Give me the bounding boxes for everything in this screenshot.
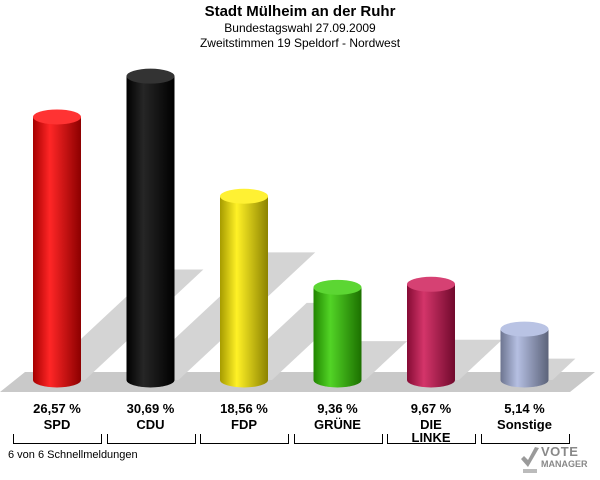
bar-cdu <box>126 68 175 388</box>
category-bracket-fdp <box>200 434 289 444</box>
category-label-gr-ne: GRÜNE <box>314 417 361 432</box>
category-bracket-cdu <box>106 434 196 444</box>
value-label-fdp: 18,56 % <box>220 401 268 416</box>
chart-title: Stadt Mülheim an der Ruhr <box>204 3 396 20</box>
category-label-die-linke: DIE LINKE <box>411 417 451 445</box>
bar-cap-cdu <box>126 68 175 84</box>
chart-subtitle-district: Zweitstimmen 19 Speldorf - Nordwest <box>199 36 401 50</box>
bar-body-fdp <box>220 196 268 388</box>
bar-fdp <box>220 188 268 388</box>
bar-body-die-linke <box>407 284 455 388</box>
category-bracket-sonstige <box>480 434 570 444</box>
bar-cap-spd <box>33 109 81 125</box>
bar-body-cdu <box>126 76 175 388</box>
value-label-sonstige: 5,14 % <box>504 401 545 416</box>
bar-sonstige <box>500 321 549 388</box>
category-label-spd: SPD <box>43 417 71 432</box>
category-label-sonstige: Sonstige <box>497 417 552 432</box>
bar-cap-sonstige <box>500 321 549 337</box>
value-label-spd: 26,57 % <box>33 401 81 416</box>
category-bracket-die-linke <box>387 434 476 444</box>
logo-text-manager: MANAGER <box>541 459 588 469</box>
logo-text-vote: VOTE <box>541 444 579 459</box>
footer-status: 6 von 6 Schnellmeldungen <box>8 449 138 461</box>
bar-gr-ne <box>313 279 362 388</box>
bar-body-gr-ne <box>313 287 362 388</box>
bar-die-linke <box>407 276 455 388</box>
bar-cap-gr-ne <box>313 279 362 295</box>
category-bracket-gr-ne <box>293 434 383 444</box>
bar-body-sonstige <box>500 329 549 388</box>
bar-spd <box>33 109 81 388</box>
bar-cap-die-linke <box>407 276 455 292</box>
bars <box>33 68 549 388</box>
value-label-cdu: 30,69 % <box>126 401 175 416</box>
check-mark-icon <box>521 447 539 473</box>
vote-manager-logo: VOTE MANAGER <box>519 443 599 477</box>
value-label-die-linke: 9,67 % <box>410 401 452 416</box>
bar-shadows <box>37 252 576 380</box>
bar-body-spd <box>33 116 81 388</box>
value-label-gr-ne: 9,36 % <box>317 401 358 416</box>
category-label-fdp: FDP <box>231 417 257 432</box>
category-bracket-spd <box>13 434 102 444</box>
bar-cap-fdp <box>220 188 268 204</box>
category-label-cdu: CDU <box>136 417 165 432</box>
chart-subtitle-election: Bundestagswahl 27.09.2009 <box>224 21 376 35</box>
